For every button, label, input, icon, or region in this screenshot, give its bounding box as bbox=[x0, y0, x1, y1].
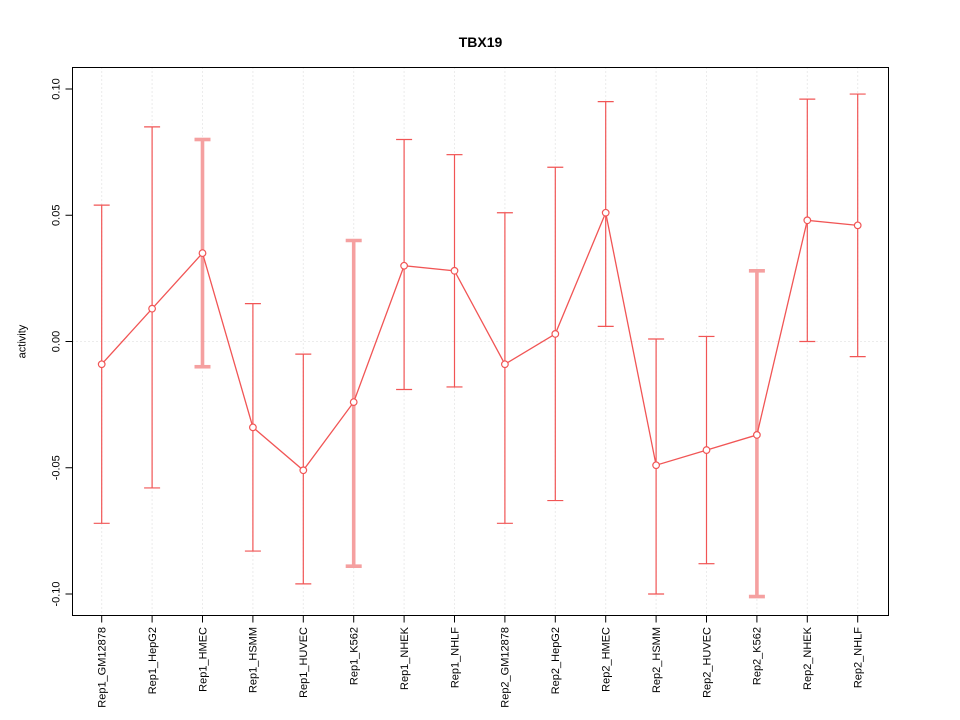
data-point bbox=[450, 266, 459, 275]
data-point bbox=[702, 446, 711, 454]
y-tick-label: 0.10 bbox=[51, 78, 63, 99]
data-point bbox=[501, 360, 509, 369]
x-tick-label: Rep2_HSMM bbox=[651, 627, 663, 693]
data-point bbox=[601, 208, 610, 217]
x-tick-label: Rep1_NHEK bbox=[399, 626, 411, 690]
grid-layer bbox=[72, 67, 889, 616]
x-tick-label: Rep1_NHLF bbox=[449, 627, 461, 688]
data-point bbox=[97, 360, 106, 369]
plot-frame bbox=[72, 67, 889, 616]
x-tick-label: Rep2_HepG2 bbox=[550, 627, 562, 694]
line-layer bbox=[101, 210, 858, 472]
x-tick-label: Rep2_NHLF bbox=[853, 627, 865, 688]
series-line bbox=[101, 210, 858, 472]
y-tick-label: -0.05 bbox=[51, 455, 63, 480]
data-point bbox=[753, 431, 761, 439]
data-point bbox=[652, 461, 660, 470]
x-tick-label: Rep1_HSMM bbox=[248, 627, 260, 693]
y-axis-label: activity bbox=[17, 324, 29, 358]
data-point bbox=[803, 216, 812, 225]
x-tick-label: Rep1_HUVEC bbox=[298, 627, 310, 698]
x-tick-label: Rep1_HepG2 bbox=[147, 627, 159, 694]
data-point bbox=[248, 423, 257, 432]
x-tick-label: Rep1_HMEC bbox=[197, 627, 209, 692]
x-tick-label: Rep2_HUVEC bbox=[701, 627, 713, 698]
data-point bbox=[299, 466, 308, 475]
x-tick-label: Rep2_HMEC bbox=[601, 627, 613, 692]
data-point bbox=[148, 304, 157, 313]
y-tick-label: 0.00 bbox=[51, 331, 63, 352]
axis-layer: 0.10 0.05 0.00 -0.05 -0.10 Rep1_GM12878 Rep1_H… bbox=[51, 78, 865, 707]
data-point bbox=[400, 261, 409, 270]
x-tick-label: Rep1_K562 bbox=[349, 627, 361, 685]
data-point bbox=[551, 330, 560, 338]
errorbar-layer bbox=[93, 93, 866, 599]
data-point bbox=[349, 398, 358, 407]
data-point bbox=[853, 221, 862, 230]
x-tick-label: Rep2_NHEK bbox=[802, 626, 814, 690]
y-tick-label: -0.10 bbox=[51, 581, 63, 606]
data-point bbox=[198, 249, 207, 258]
point-layer bbox=[97, 208, 862, 475]
x-tick-label: Rep2_K562 bbox=[752, 627, 764, 685]
x-tick-label: Rep1_GM12878 bbox=[97, 627, 109, 708]
chart-title: TBX19 bbox=[459, 34, 503, 50]
x-tick-label: Rep2_GM12878 bbox=[500, 627, 512, 708]
y-tick-label: 0.05 bbox=[51, 205, 63, 226]
